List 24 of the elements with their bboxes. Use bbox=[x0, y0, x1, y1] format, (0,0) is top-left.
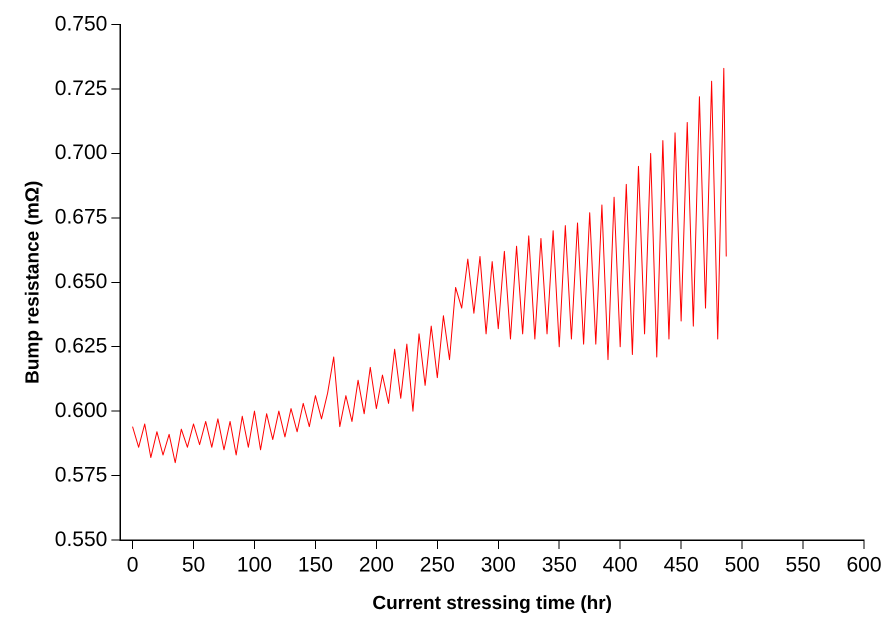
x-tick-label: 400 bbox=[602, 553, 638, 576]
y-axis-title: Bump resistance (mΩ) bbox=[22, 180, 44, 384]
y-tick-label: 0.725 bbox=[54, 76, 108, 100]
x-tick-label: 350 bbox=[542, 553, 577, 576]
x-tick-label: 600 bbox=[846, 553, 882, 576]
x-tick-label: 450 bbox=[664, 553, 699, 576]
y-tick-label: 0.600 bbox=[54, 398, 108, 422]
x-tick-label: 500 bbox=[724, 553, 760, 576]
x-tick-label: 300 bbox=[480, 553, 516, 576]
x-tick-label: 50 bbox=[182, 553, 206, 576]
x-tick-label: 550 bbox=[786, 553, 821, 576]
y-tick-label: 0.750 bbox=[54, 12, 108, 36]
x-tick-label: 100 bbox=[236, 553, 272, 576]
y-tick-label: 0.675 bbox=[54, 206, 108, 229]
y-tick-label: 0.550 bbox=[54, 528, 108, 551]
x-tick-label: 200 bbox=[358, 553, 394, 576]
x-tick-label: 150 bbox=[298, 553, 333, 576]
x-tick-label: 0 bbox=[126, 553, 138, 576]
y-tick-label: 0.625 bbox=[54, 334, 108, 358]
x-axis-title: Current stressing time (hr) bbox=[372, 592, 612, 614]
y-tick-label: 0.650 bbox=[54, 270, 108, 294]
y-tick-label: 0.700 bbox=[54, 141, 108, 164]
x-tick-label: 250 bbox=[420, 553, 455, 576]
y-tick-label: 0.575 bbox=[54, 463, 108, 486]
